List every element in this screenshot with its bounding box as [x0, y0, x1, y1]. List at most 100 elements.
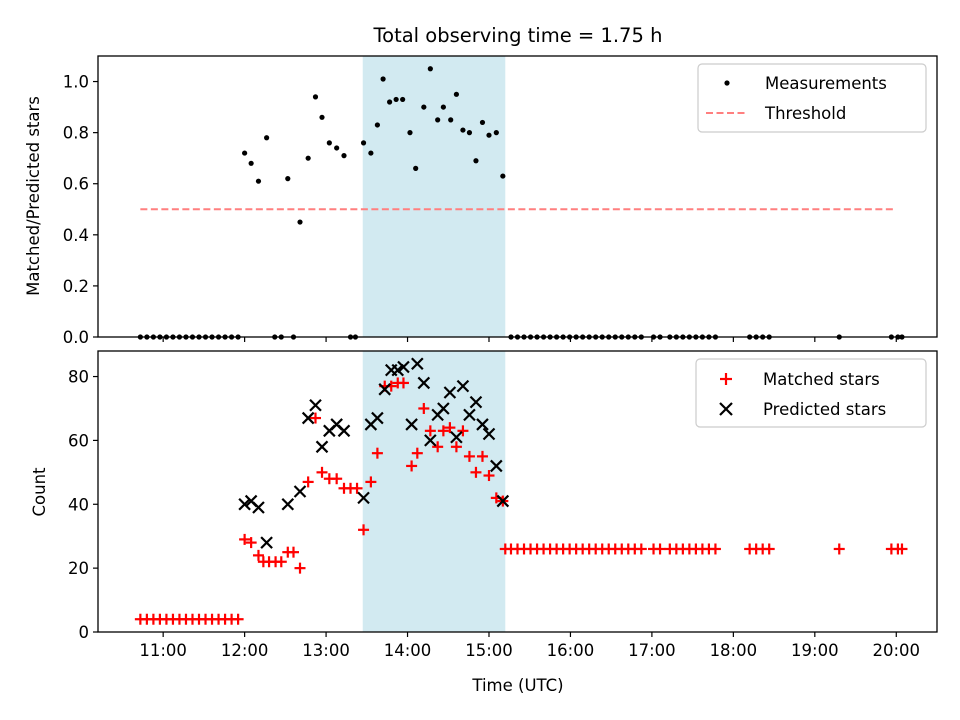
measurement-point: [319, 114, 325, 120]
observing-window-span-top: [362, 56, 506, 337]
measurement-point: [448, 117, 454, 123]
predicted-star-mark-b: [252, 501, 265, 514]
matched-star-point: [331, 473, 343, 485]
top-legend-box: [697, 63, 927, 133]
predicted-star-point: [443, 386, 457, 399]
predicted-star-mark-b: [371, 411, 384, 425]
observing-window-rect: [362, 351, 506, 632]
top-panel-y-axis-label: Matched/Predicted stars: [24, 96, 43, 296]
measurement-point: [440, 104, 446, 110]
matched-star-point: [252, 549, 264, 561]
measurement-point: [264, 135, 270, 141]
predicted-star-mark-b: [301, 411, 315, 425]
matched-star-point: [309, 412, 321, 424]
predicted-star-mark-b: [405, 418, 418, 431]
measurement-point: [500, 173, 506, 179]
predicted-star-point: [391, 363, 405, 377]
x-tick-label: 17:00: [628, 641, 676, 660]
bottom-panel-y-axis-label: Count: [30, 467, 49, 517]
predicted-star-point: [456, 379, 470, 393]
matched-star-point: [239, 533, 251, 545]
y-tick-label: 0.2: [63, 277, 89, 296]
bottom-panel-frame: [97, 350, 938, 633]
predicted-star-point: [371, 411, 384, 425]
measurement-point: [312, 94, 319, 100]
top-panel: Total observing time = 1.75 h Matched/Pr…: [24, 24, 938, 347]
matched-star-point: [232, 613, 244, 625]
predicted-star-mark-b: [397, 360, 410, 374]
legend-measurements-label: Measurements: [765, 74, 887, 93]
x-tick-label: 11:00: [139, 641, 187, 660]
bottom-panel-legend: Matched stars Predicted stars: [695, 358, 927, 428]
predicted-star-mark-b: [496, 494, 510, 508]
observing-window-span-bottom: [362, 351, 506, 632]
matched-star-point: [316, 466, 328, 478]
predicted-star-point: [482, 427, 496, 441]
matched-star-point: [457, 425, 469, 437]
matched-star-point: [896, 543, 908, 555]
matched-star-point: [635, 543, 647, 555]
measurement-point: [407, 130, 413, 136]
y-tick-label: 40: [68, 495, 89, 514]
bottom-panel-y-ticks: 0 20 40 60 80: [68, 368, 98, 642]
predicted-star-point: [337, 424, 351, 438]
predicted-star-point: [301, 411, 315, 425]
legend-matched-label: Matched stars: [763, 370, 880, 389]
matched-stars-series: [134, 377, 908, 625]
measurement-point: [427, 66, 433, 72]
bottom-panel: Count Time (UTC) 11:00 12:00 13:00 14:00 15:…: [30, 350, 938, 695]
matched-star-point: [833, 543, 845, 555]
matched-star-point: [365, 476, 377, 488]
predicted-star-mark-b: [293, 485, 307, 498]
predicted-star-point: [397, 360, 410, 374]
matched-star-point: [470, 466, 482, 478]
measurement-point: [368, 150, 374, 156]
y-tick-label: 0: [79, 623, 90, 642]
matched-star-point: [411, 447, 423, 459]
predicted-star-point: [476, 418, 489, 431]
predicted-star-point: [315, 440, 329, 454]
predicted-stars-series: [238, 357, 510, 549]
matched-star-point: [371, 447, 383, 459]
top-panel-x-ticks: [162, 337, 897, 342]
predicted-star-point: [281, 497, 295, 511]
predicted-star-point: [417, 376, 431, 390]
predicted-star-mark-b: [260, 536, 273, 549]
predicted-star-point: [293, 485, 307, 498]
x-tick-label: 18:00: [710, 641, 758, 660]
predicted-star-mark-b: [456, 379, 470, 393]
matched-star-point: [287, 546, 299, 558]
matched-star-point: [351, 482, 363, 494]
matched-star-point: [302, 476, 314, 488]
matched-star-point: [432, 441, 444, 453]
predicted-star-point: [469, 395, 483, 409]
predicted-star-mark-b: [411, 357, 424, 371]
predicted-star-mark-b: [469, 395, 483, 409]
predicted-star-mark-b: [437, 402, 450, 415]
measurement-point: [479, 119, 486, 126]
y-tick-label: 0.6: [63, 175, 89, 194]
matched-star-point: [483, 470, 495, 482]
matched-star-point: [444, 422, 456, 434]
predicted-star-mark-b: [417, 376, 431, 390]
measurement-point: [285, 176, 291, 182]
predicted-star-point: [309, 399, 322, 412]
predicted-star-mark-b: [238, 497, 251, 511]
x-tick-label: 19:00: [791, 641, 839, 660]
x-tick-label: 13:00: [302, 641, 350, 660]
predicted-star-mark-b: [315, 440, 329, 454]
predicted-star-mark-b: [443, 386, 457, 399]
x-tick-label: 16:00: [547, 641, 595, 660]
measurement-point: [334, 145, 340, 151]
matched-star-point: [709, 543, 721, 555]
matched-star-point: [463, 450, 475, 462]
predicted-star-point: [357, 491, 370, 505]
predicted-star-mark-b: [357, 491, 370, 505]
predicted-star-mark-b: [330, 418, 343, 431]
x-axis-label: Time (UTC): [471, 676, 563, 695]
measurement-point: [248, 160, 254, 166]
matched-star-point: [424, 425, 436, 437]
predicted-star-mark-b: [281, 497, 295, 511]
legend-predicted-label: Predicted stars: [763, 400, 886, 419]
